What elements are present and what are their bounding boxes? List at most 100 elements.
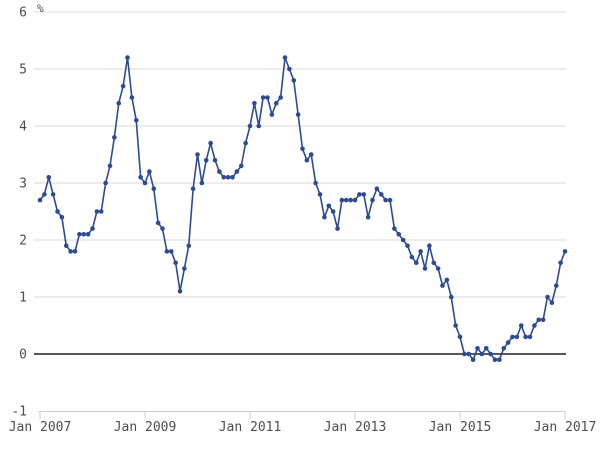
data-point — [142, 180, 148, 186]
data-point — [37, 197, 43, 203]
x-tick-label: Jan 2013 — [324, 420, 387, 435]
data-point — [466, 351, 472, 357]
data-point — [418, 249, 423, 254]
data-point — [339, 197, 345, 203]
data-point — [444, 277, 450, 283]
data-point — [90, 226, 95, 231]
data-point — [94, 209, 100, 214]
data-point — [81, 232, 87, 237]
data-point — [243, 140, 248, 146]
data-point — [77, 232, 82, 237]
data-point — [357, 192, 362, 197]
data-point — [164, 249, 170, 254]
data-point — [50, 192, 56, 197]
data-point — [343, 197, 349, 203]
data-point — [492, 357, 498, 363]
data-point — [462, 351, 467, 357]
data-point — [448, 294, 454, 300]
data-point — [147, 169, 152, 174]
data-point — [273, 100, 279, 106]
data-point — [400, 237, 406, 243]
x-tick-label: Jan 2015 — [429, 420, 492, 435]
y-tick-label: 5 — [19, 63, 27, 78]
data-point — [488, 351, 493, 357]
data-point — [155, 220, 161, 226]
data-point — [361, 192, 367, 197]
data-point — [265, 95, 270, 100]
y-tick-label: 4 — [19, 120, 27, 135]
x-tick-label: Jan 2017 — [534, 420, 597, 435]
data-point — [317, 192, 323, 197]
data-point — [160, 226, 165, 231]
data-point — [177, 289, 183, 294]
data-point — [396, 232, 402, 237]
data-point — [527, 334, 533, 340]
data-point — [252, 100, 257, 106]
data-point — [365, 214, 371, 220]
data-point — [352, 197, 358, 203]
data-point — [378, 192, 384, 197]
data-point — [68, 249, 73, 254]
data-point — [129, 95, 135, 100]
data-point — [256, 123, 262, 129]
y-tick-label: 1 — [19, 291, 27, 306]
data-point — [300, 146, 305, 152]
data-point — [168, 249, 174, 254]
data-point — [55, 209, 60, 214]
data-point — [453, 323, 458, 328]
data-point — [278, 95, 283, 100]
data-point — [221, 175, 227, 180]
data-point — [304, 157, 310, 163]
data-point — [59, 214, 65, 220]
data-point — [540, 317, 546, 323]
data-point — [505, 340, 511, 345]
data-point — [234, 169, 240, 174]
data-point — [98, 209, 104, 214]
data-point — [199, 180, 205, 186]
data-point — [151, 186, 157, 191]
data-point — [374, 186, 380, 191]
data-point — [291, 78, 297, 83]
data-point — [120, 83, 126, 89]
x-tick-label: Jan 2009 — [114, 420, 177, 435]
data-point — [269, 112, 275, 117]
data-point — [42, 192, 47, 197]
y-axis-unit-label: % — [37, 2, 44, 15]
x-tick-label: Jan 2007 — [9, 420, 72, 435]
data-point — [238, 163, 244, 169]
data-point — [553, 283, 559, 288]
data-point — [392, 226, 397, 231]
data-point — [217, 169, 222, 174]
data-point — [409, 254, 415, 260]
data-point — [514, 334, 520, 340]
data-point — [348, 197, 353, 203]
data-point — [435, 266, 441, 271]
data-point — [497, 357, 502, 363]
data-point — [287, 66, 292, 72]
data-point — [405, 243, 410, 248]
data-point — [558, 260, 563, 266]
data-point — [483, 346, 489, 351]
data-point — [413, 260, 419, 266]
data-point — [536, 317, 542, 323]
data-point — [208, 140, 213, 146]
data-point — [247, 123, 253, 129]
data-point — [103, 180, 108, 186]
data-point — [112, 135, 117, 140]
data-point — [427, 243, 432, 248]
data-point — [230, 175, 235, 180]
data-point — [138, 175, 143, 180]
data-point — [549, 300, 555, 306]
data-point — [387, 197, 393, 203]
data-point — [107, 163, 113, 169]
data-point — [72, 249, 78, 254]
data-point — [440, 283, 445, 288]
data-point — [330, 209, 336, 214]
data-point — [383, 197, 388, 203]
data-point — [422, 266, 428, 271]
data-point — [190, 186, 196, 191]
data-point — [133, 118, 139, 123]
data-point — [46, 175, 52, 180]
